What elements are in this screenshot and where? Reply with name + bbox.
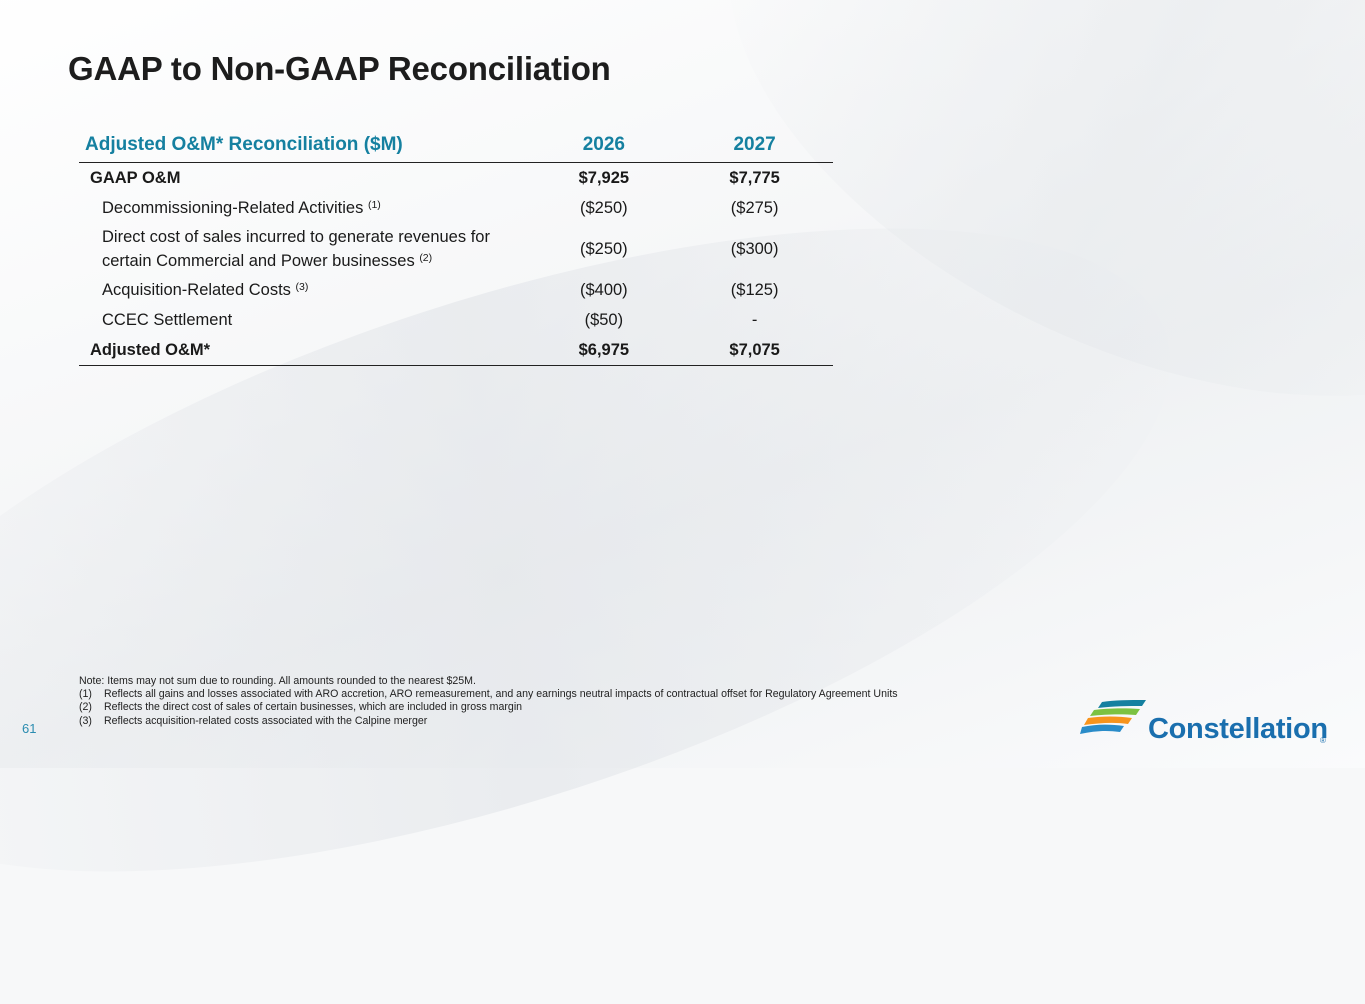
rounding-note: Note: Items may not sum due to rounding.…: [79, 675, 476, 687]
row-value-2027: $7,775: [729, 168, 780, 187]
row-value-2026: ($50): [584, 310, 624, 329]
row-label-cell: Direct cost of sales incurred to generat…: [79, 223, 531, 275]
footnote-number: (1): [79, 688, 92, 701]
footnote-text: Reflects acquisition-related costs assoc…: [104, 714, 428, 727]
footnote-ref: (1): [367, 198, 381, 211]
constellation-logo: Constellation ®: [1080, 700, 1330, 748]
table-row-ccec-settlement: CCEC Settlement ($50) -: [79, 305, 833, 335]
row-label-cell: Decommissioning-Related Activities (1): [79, 193, 531, 223]
row-label-cell: Acquisition-Related Costs (3): [79, 275, 531, 305]
row-value-2027: ($125): [730, 280, 779, 299]
footnote-3: (3) Reflects acquisition-related costs a…: [79, 715, 898, 728]
row-label: CCEC Settlement: [102, 310, 233, 329]
footnote-ref: (2): [419, 251, 433, 264]
page-title: GAAP to Non-GAAP Reconciliation: [68, 50, 611, 87]
footnote-text: Reflects the direct cost of sales of cer…: [104, 701, 523, 714]
constellation-swoosh-logo-icon: [1080, 700, 1146, 734]
row-value-2027: $7,075: [676, 335, 833, 366]
row-value-2026: ($400): [579, 280, 628, 299]
table-header-row: Adjusted O&M* Reconciliation ($M) 2026 2…: [79, 128, 833, 163]
row-label: Adjusted O&M*: [79, 335, 532, 366]
table-row-gaap-om: GAAP O&M $7,925 $7,775: [79, 163, 833, 194]
row-label-line-2: certain Commercial and Power businesses: [102, 251, 415, 270]
table-header-year-2026: 2026: [531, 128, 677, 163]
table-row-adjusted-om: Adjusted O&M* $6,975 $7,075: [79, 335, 833, 366]
footnote-text: Reflects all gains and losses associated…: [104, 688, 898, 701]
table-header-year-2027: 2027: [676, 128, 833, 163]
table-row-decommissioning: Decommissioning-Related Activities (1) (…: [79, 193, 833, 223]
footnotes: Note: Items may not sum due to rounding.…: [79, 675, 898, 728]
logo-wordmark: Constellation: [1148, 713, 1328, 745]
footnote-number: (2): [79, 701, 92, 714]
row-label-line-1: Direct cost of sales incurred to generat…: [102, 227, 490, 246]
row-value-2027: -: [751, 310, 758, 329]
registered-mark: ®: [1320, 736, 1326, 745]
table-row-direct-cost-of-sales: Direct cost of sales incurred to generat…: [79, 223, 833, 275]
row-value-2027: ($275): [730, 198, 779, 217]
table-row-acquisition-costs: Acquisition-Related Costs (3) ($400) ($1…: [79, 275, 833, 305]
row-label: Decommissioning-Related Activities: [102, 198, 364, 217]
page-number: 61: [22, 721, 37, 736]
row-value-2026: ($250): [579, 239, 628, 258]
row-label: GAAP O&M: [90, 168, 181, 187]
table-header-label: Adjusted O&M* Reconciliation ($M): [79, 128, 532, 163]
row-label: Acquisition-Related Costs: [102, 280, 291, 299]
row-value-2027: ($300): [730, 239, 779, 258]
footnote-number: (3): [79, 714, 92, 727]
footnote-2: (2) Reflects the direct cost of sales of…: [79, 701, 898, 714]
footnote-ref: (3): [295, 280, 309, 293]
footnote-1: (1) Reflects all gains and losses associ…: [79, 688, 898, 701]
row-value-2026: $6,975: [531, 335, 677, 366]
row-value-2026: ($250): [579, 198, 628, 217]
row-value-2026: $7,925: [578, 168, 630, 187]
reconciliation-table: Adjusted O&M* Reconciliation ($M) 2026 2…: [79, 128, 833, 366]
